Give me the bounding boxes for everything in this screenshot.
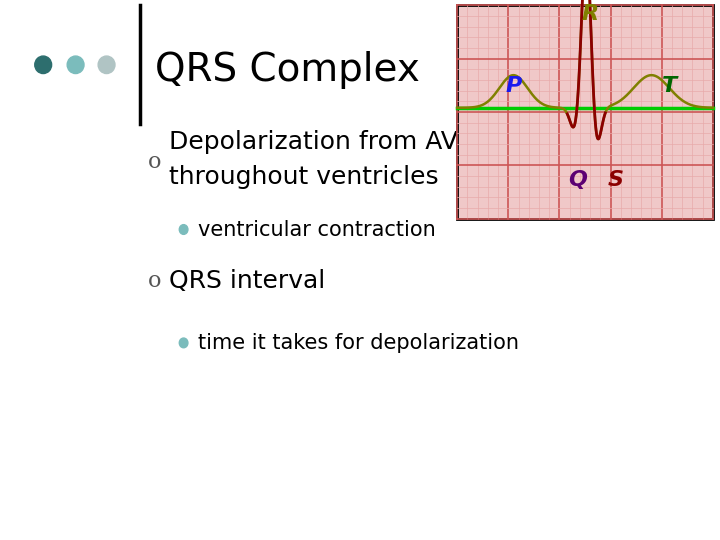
Text: ventricular contraction: ventricular contraction: [198, 219, 436, 240]
Text: QRS interval: QRS interval: [169, 269, 325, 293]
Text: T: T: [662, 77, 677, 97]
Ellipse shape: [179, 338, 188, 348]
Text: o: o: [148, 151, 161, 173]
Text: R: R: [582, 4, 598, 24]
Ellipse shape: [179, 225, 188, 234]
Text: o: o: [148, 270, 161, 292]
Text: P: P: [505, 77, 521, 97]
Text: QRS Complex: QRS Complex: [155, 51, 420, 89]
Text: Q: Q: [568, 170, 587, 190]
FancyBboxPatch shape: [457, 5, 713, 219]
Ellipse shape: [98, 56, 115, 73]
Text: Depolarization from AV node
throughout ventricles: Depolarization from AV node throughout v…: [169, 130, 528, 189]
Text: S: S: [608, 170, 624, 190]
Ellipse shape: [67, 56, 84, 73]
Text: time it takes for depolarization: time it takes for depolarization: [198, 333, 519, 353]
Ellipse shape: [35, 56, 52, 73]
